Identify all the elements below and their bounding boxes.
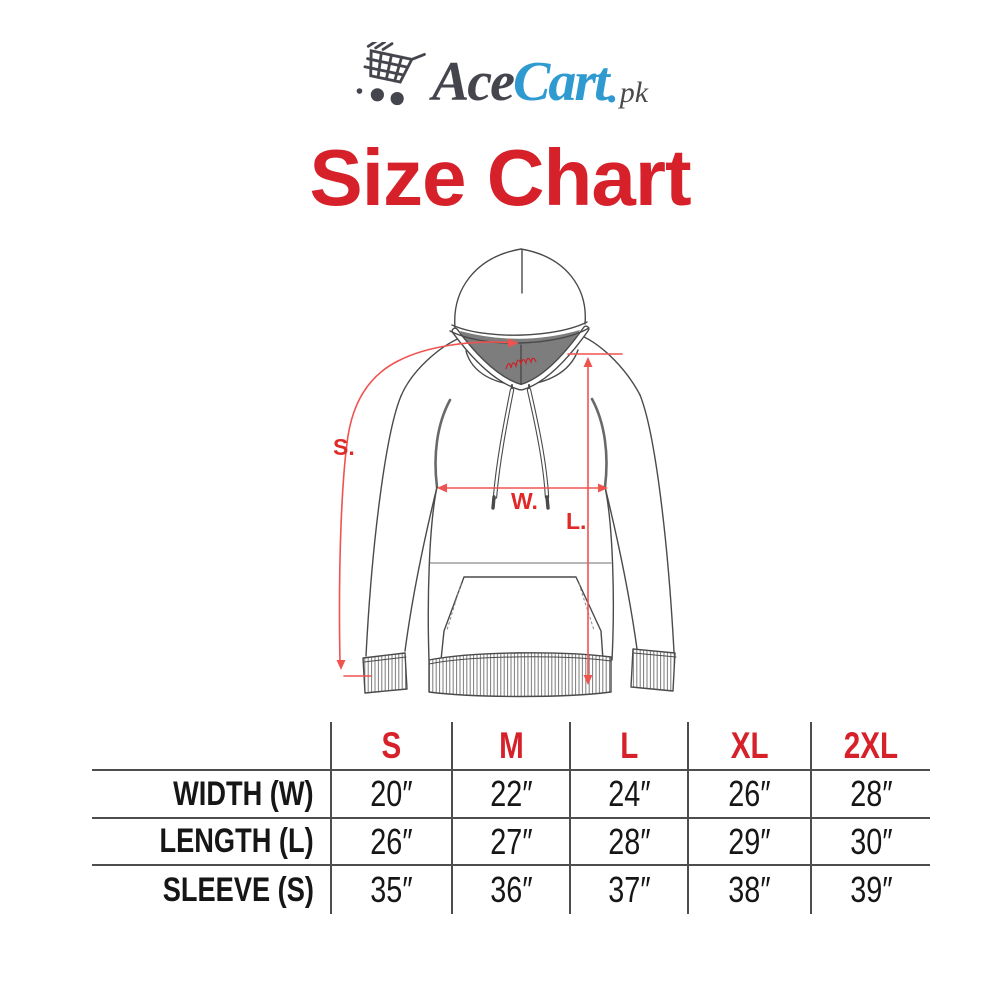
row-label-width: WIDTH (W) [92, 771, 332, 819]
sleeve-2xl-value: 39″ [849, 869, 893, 910]
measurement-lines [338, 341, 623, 682]
column-header-l: L [571, 722, 689, 771]
width-measure-label: W. [511, 488, 538, 514]
page-title: Size Chart [309, 133, 691, 222]
row-label-length: LENGTH (L) [92, 819, 332, 866]
sleeve-s-value: 35″ [332, 866, 453, 914]
width-l-value: 24″ [571, 771, 689, 819]
sleeve-m-value: 36″ [453, 866, 571, 914]
width-s-value: 20″ [332, 771, 453, 819]
brand-suffix: pk [619, 76, 649, 109]
brand-dot: . [607, 63, 619, 112]
measurement-arrowheads [336, 338, 608, 685]
width-m-value: 22″ [453, 771, 571, 819]
column-header-2xl: 2XL [812, 722, 930, 771]
length-l-value: 28″ [571, 819, 689, 866]
row-label-sleeve: SLEEVE (S) [92, 866, 332, 914]
brand-name-cart: Cart [513, 51, 610, 113]
column-header-m: M [453, 722, 571, 771]
brand-logo: Ace Cart . pk [0, 42, 1000, 110]
column-header-s: S [332, 722, 453, 771]
width-2xl-value: 28″ [812, 771, 930, 819]
sleeve-l-value: 37″ [571, 866, 689, 914]
length-measure-label: L. [566, 508, 586, 534]
sleeve-measure-label: S. [333, 434, 355, 460]
length-2xl-value: 30″ [812, 819, 930, 866]
hoodie-line-art [362, 248, 677, 698]
sleeve-xl-value: 38″ [689, 866, 812, 914]
table-corner-cell [92, 722, 332, 771]
size-table: S M L XL 2XL WIDTH (W) 20″ 22″ 24″ 26″ 2… [92, 722, 930, 914]
width-xl-value: 26″ [689, 771, 812, 819]
sleeve-measure-line [338, 341, 517, 664]
column-header-xl: XL [689, 722, 812, 771]
length-xl-value: 29″ [689, 819, 812, 866]
hoodie-measurement-diagram: S. W. L. [333, 248, 677, 698]
length-m-value: 27″ [453, 819, 571, 866]
shopping-cart-icon [356, 42, 426, 106]
length-s-value: 26″ [332, 819, 453, 866]
garment-brand-script [505, 357, 537, 370]
brand-name-ace: Ace [431, 51, 515, 113]
